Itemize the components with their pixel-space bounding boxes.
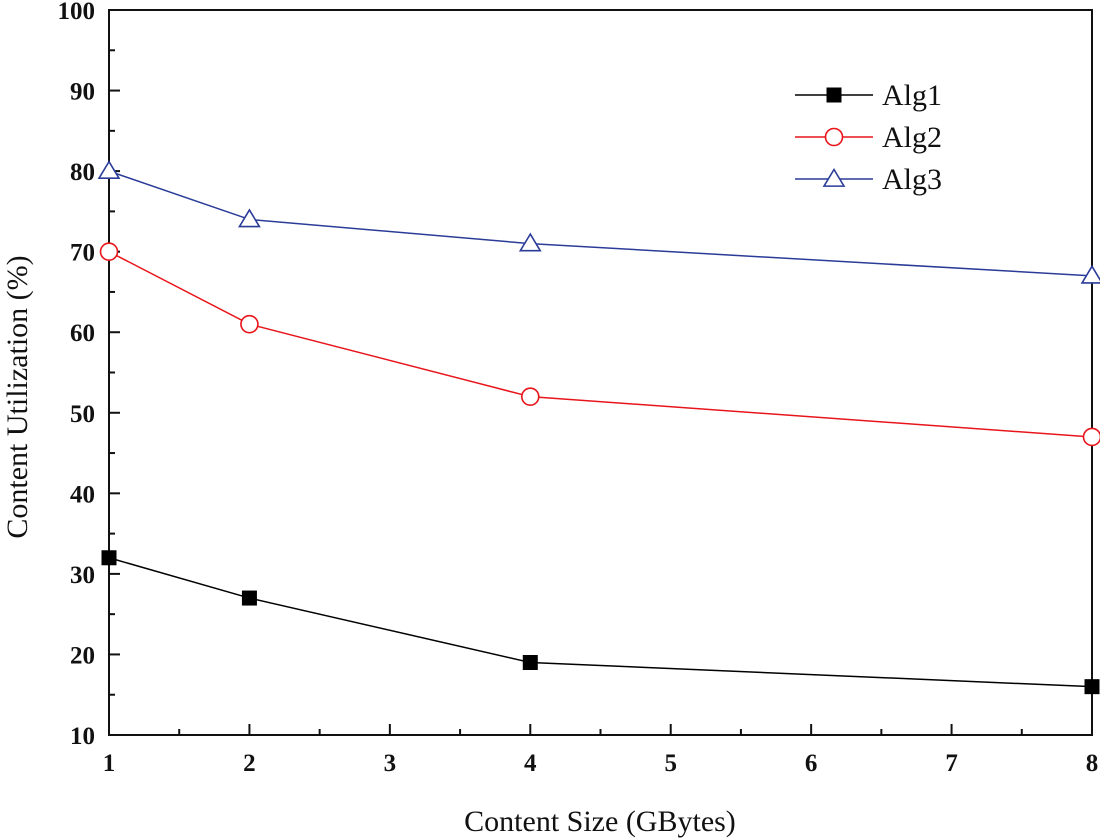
series-layer <box>97 160 1100 695</box>
y-tick-label: 40 <box>70 481 95 508</box>
series-alg3 <box>97 160 1100 284</box>
x-tick-label: 1 <box>103 750 116 777</box>
x-tick-label: 6 <box>805 750 818 777</box>
data-point-alg1 <box>101 550 117 566</box>
series-line-alg1 <box>108 557 1093 688</box>
y-axis-title: Content Utilization (%) <box>1 255 34 538</box>
data-point-alg2 <box>1082 427 1100 447</box>
data-point-alg2 <box>240 314 259 334</box>
legend-label-alg3: Alg3 <box>882 163 942 196</box>
x-tick-label: 5 <box>664 750 677 777</box>
y-axis: 10 20 30 40 50 60 70 80 90 100 <box>58 0 120 750</box>
legend-label-alg2: Alg2 <box>882 121 942 154</box>
x-tick-label: 4 <box>524 750 537 777</box>
y-tick-label: 70 <box>70 240 95 267</box>
y-tick-label: 20 <box>70 642 95 669</box>
data-point-alg2 <box>99 242 119 261</box>
x-tick-label: 8 <box>1086 750 1099 777</box>
data-point-alg2 <box>520 387 540 406</box>
plot-frame <box>108 9 1093 736</box>
legend: Alg1 Alg2 Alg3 <box>795 79 942 196</box>
x-tick-label: 3 <box>384 750 397 777</box>
y-tick-label: 80 <box>70 159 95 186</box>
y-tick-label: 60 <box>70 320 95 347</box>
data-point-alg3 <box>97 160 121 180</box>
legend-marker-alg3 <box>822 167 846 187</box>
data-point-alg3 <box>518 232 542 252</box>
legend-label-alg1: Alg1 <box>882 79 942 112</box>
y-tick-label: 10 <box>70 723 95 750</box>
x-tick-label: 7 <box>945 750 958 777</box>
series-line-alg3 <box>108 170 1093 277</box>
data-point-alg3 <box>238 208 261 228</box>
data-point-alg1 <box>1084 679 1100 695</box>
y-tick-label: 30 <box>70 562 95 589</box>
series-alg1 <box>101 550 1100 695</box>
series-line-alg2 <box>108 251 1093 438</box>
series-alg2 <box>99 242 1100 447</box>
y-tick-label: 100 <box>58 0 96 25</box>
y-tick-label: 50 <box>70 401 95 428</box>
x-axis: 1 2 3 4 5 6 7 8 <box>103 724 1099 777</box>
data-point-alg1 <box>241 590 257 606</box>
legend-marker-alg2 <box>824 127 844 147</box>
x-tick-label: 2 <box>243 750 256 777</box>
y-tick-label: 90 <box>70 79 95 106</box>
legend-marker-alg1 <box>826 87 842 103</box>
data-point-alg3 <box>1080 264 1100 284</box>
x-axis-title: Content Size (GBytes) <box>464 805 736 838</box>
data-point-alg1 <box>522 655 538 670</box>
